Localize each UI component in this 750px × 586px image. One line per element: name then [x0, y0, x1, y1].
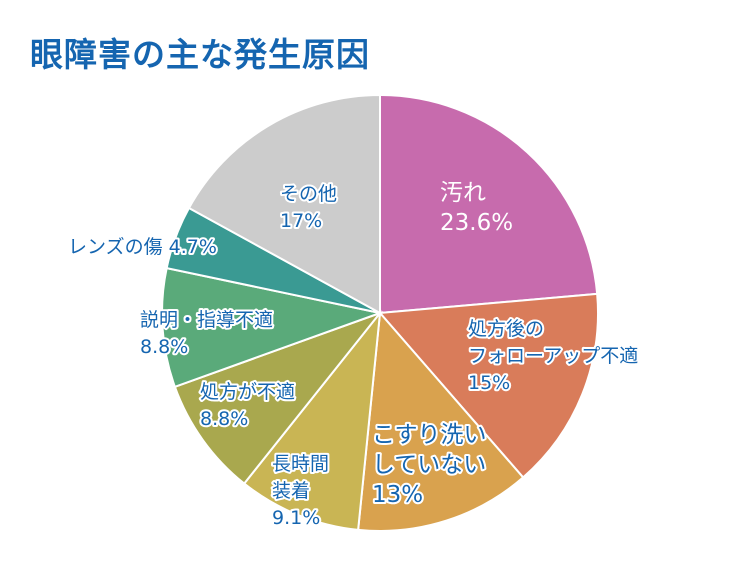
pie-slice-4 [242, 309, 382, 531]
slice-label-1-line-1: 汚れ [440, 180, 486, 206]
pie-slice-6 [161, 266, 384, 389]
slice-label-3-line-3: 13% [372, 482, 423, 508]
slice-label-2-line-3: 15% [468, 372, 510, 394]
pie-slice-2 [377, 292, 599, 479]
slice-label-4-line-2: 装着 [272, 480, 310, 502]
pie-slice-5 [173, 310, 383, 485]
slice-label-2-line-2: フォローアップ不適 [468, 345, 638, 367]
slice-label-4-line-1: 長時間 [272, 453, 329, 475]
slice-label-5-line-2: 8.8% [200, 408, 248, 430]
chart-title: 眼障害の主な発生原因 [30, 35, 370, 74]
pie-slice-3 [357, 310, 525, 532]
slice-label-7-line-1: レンズの傷 4.7% [68, 236, 217, 258]
slice-label-2-line-1: 処方後の [468, 318, 544, 340]
slice-label-4-line-3: 9.1% [272, 507, 320, 529]
slice-label-3-line-1: こすり洗い [372, 422, 487, 448]
slice-label-3-line-2: していない [372, 452, 486, 478]
slice-label-1-line-2: 23.6% [440, 210, 513, 236]
slice-label-8-line-1: その他 [280, 183, 337, 205]
slice-label-6-line-1: 説明・指導不適 [140, 309, 273, 331]
pie-slice-8 [187, 93, 381, 315]
slice-label-5-line-1: 処方が不適 [200, 381, 295, 403]
pie-slice-1 [379, 93, 599, 315]
slice-label-8-line-2: 17% [280, 210, 322, 232]
slice-label-6-line-2: 8.8% [140, 336, 188, 358]
